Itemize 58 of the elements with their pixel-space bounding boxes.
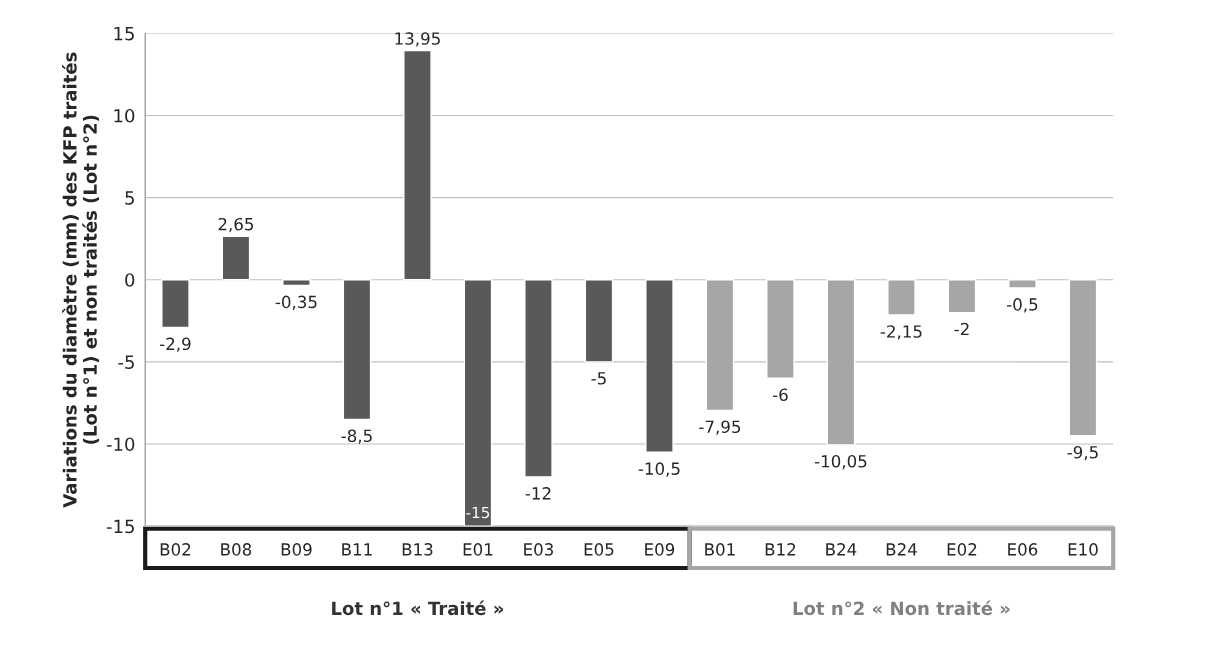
x-tick-label: B09 xyxy=(281,543,312,556)
x-tick-label: B24 xyxy=(886,543,917,556)
bar xyxy=(463,279,493,527)
bar xyxy=(705,279,735,412)
bar xyxy=(1008,279,1037,289)
y-tick-label: -15 xyxy=(106,519,134,534)
data-label: -2 xyxy=(954,322,969,336)
bar xyxy=(584,279,614,363)
x-tick-label: B11 xyxy=(342,543,372,556)
x-tick-label: B08 xyxy=(221,543,252,556)
x-tick-label: B01 xyxy=(705,543,735,556)
bar xyxy=(161,279,190,329)
x-tick-label: E09 xyxy=(645,543,675,556)
x-tick-label: B12 xyxy=(765,543,796,556)
data-label: -5 xyxy=(591,372,606,385)
data-label: -7,95 xyxy=(699,420,741,435)
x-tick-label: B24 xyxy=(826,543,857,556)
data-label: -2,9 xyxy=(160,337,191,352)
bar xyxy=(947,279,977,314)
x-tick-label: E05 xyxy=(584,543,614,556)
y-tick-label: -10 xyxy=(106,437,135,452)
data-label: -8,5 xyxy=(341,429,372,444)
x-tick-label: E10 xyxy=(1068,543,1098,556)
data-label: 13,95 xyxy=(395,32,440,47)
bar xyxy=(282,279,311,287)
text: Lot n°2 « Non traité » xyxy=(793,600,1010,616)
data-label: -0,5 xyxy=(1007,298,1038,313)
bar xyxy=(887,279,916,316)
bar xyxy=(221,235,251,281)
data-label: -0,35 xyxy=(275,295,317,310)
bar xyxy=(645,279,674,453)
data-label: -9,5 xyxy=(1067,445,1098,461)
y-tick-label: 10 xyxy=(114,108,135,123)
y-tick-label: 0 xyxy=(125,273,135,287)
data-label: -15 xyxy=(466,506,490,519)
x-tick-label: E06 xyxy=(1008,543,1038,556)
data-label: 2,65 xyxy=(218,217,254,233)
x-tick-label: B13 xyxy=(402,543,433,556)
data-label: -2,15 xyxy=(880,325,922,340)
bar xyxy=(1068,279,1098,437)
bar xyxy=(403,49,432,281)
data-label: -6 xyxy=(772,388,788,402)
x-tick-label: E03 xyxy=(524,543,553,556)
y-axis-title: Variations du diamètre (mm) des KFP traités (Lot n°1) et non traités (Lot n°2) xyxy=(62,52,100,508)
x-tick-label: E01 xyxy=(463,543,493,556)
bar xyxy=(826,279,856,446)
x-tick-label: B02 xyxy=(160,543,191,556)
y-tick-label: 15 xyxy=(114,27,134,41)
data-label: -12 xyxy=(525,487,551,500)
y-tick-label: 5 xyxy=(125,191,134,205)
x-tick-label: E02 xyxy=(947,543,977,556)
data-label: -10,5 xyxy=(638,462,680,477)
bar xyxy=(342,279,372,421)
bar xyxy=(524,279,553,478)
y-tick-label: -5 xyxy=(118,355,134,369)
text: Lot n°1 « Traité » xyxy=(332,600,504,616)
data-label: -10,05 xyxy=(814,454,867,470)
bar xyxy=(766,279,795,379)
